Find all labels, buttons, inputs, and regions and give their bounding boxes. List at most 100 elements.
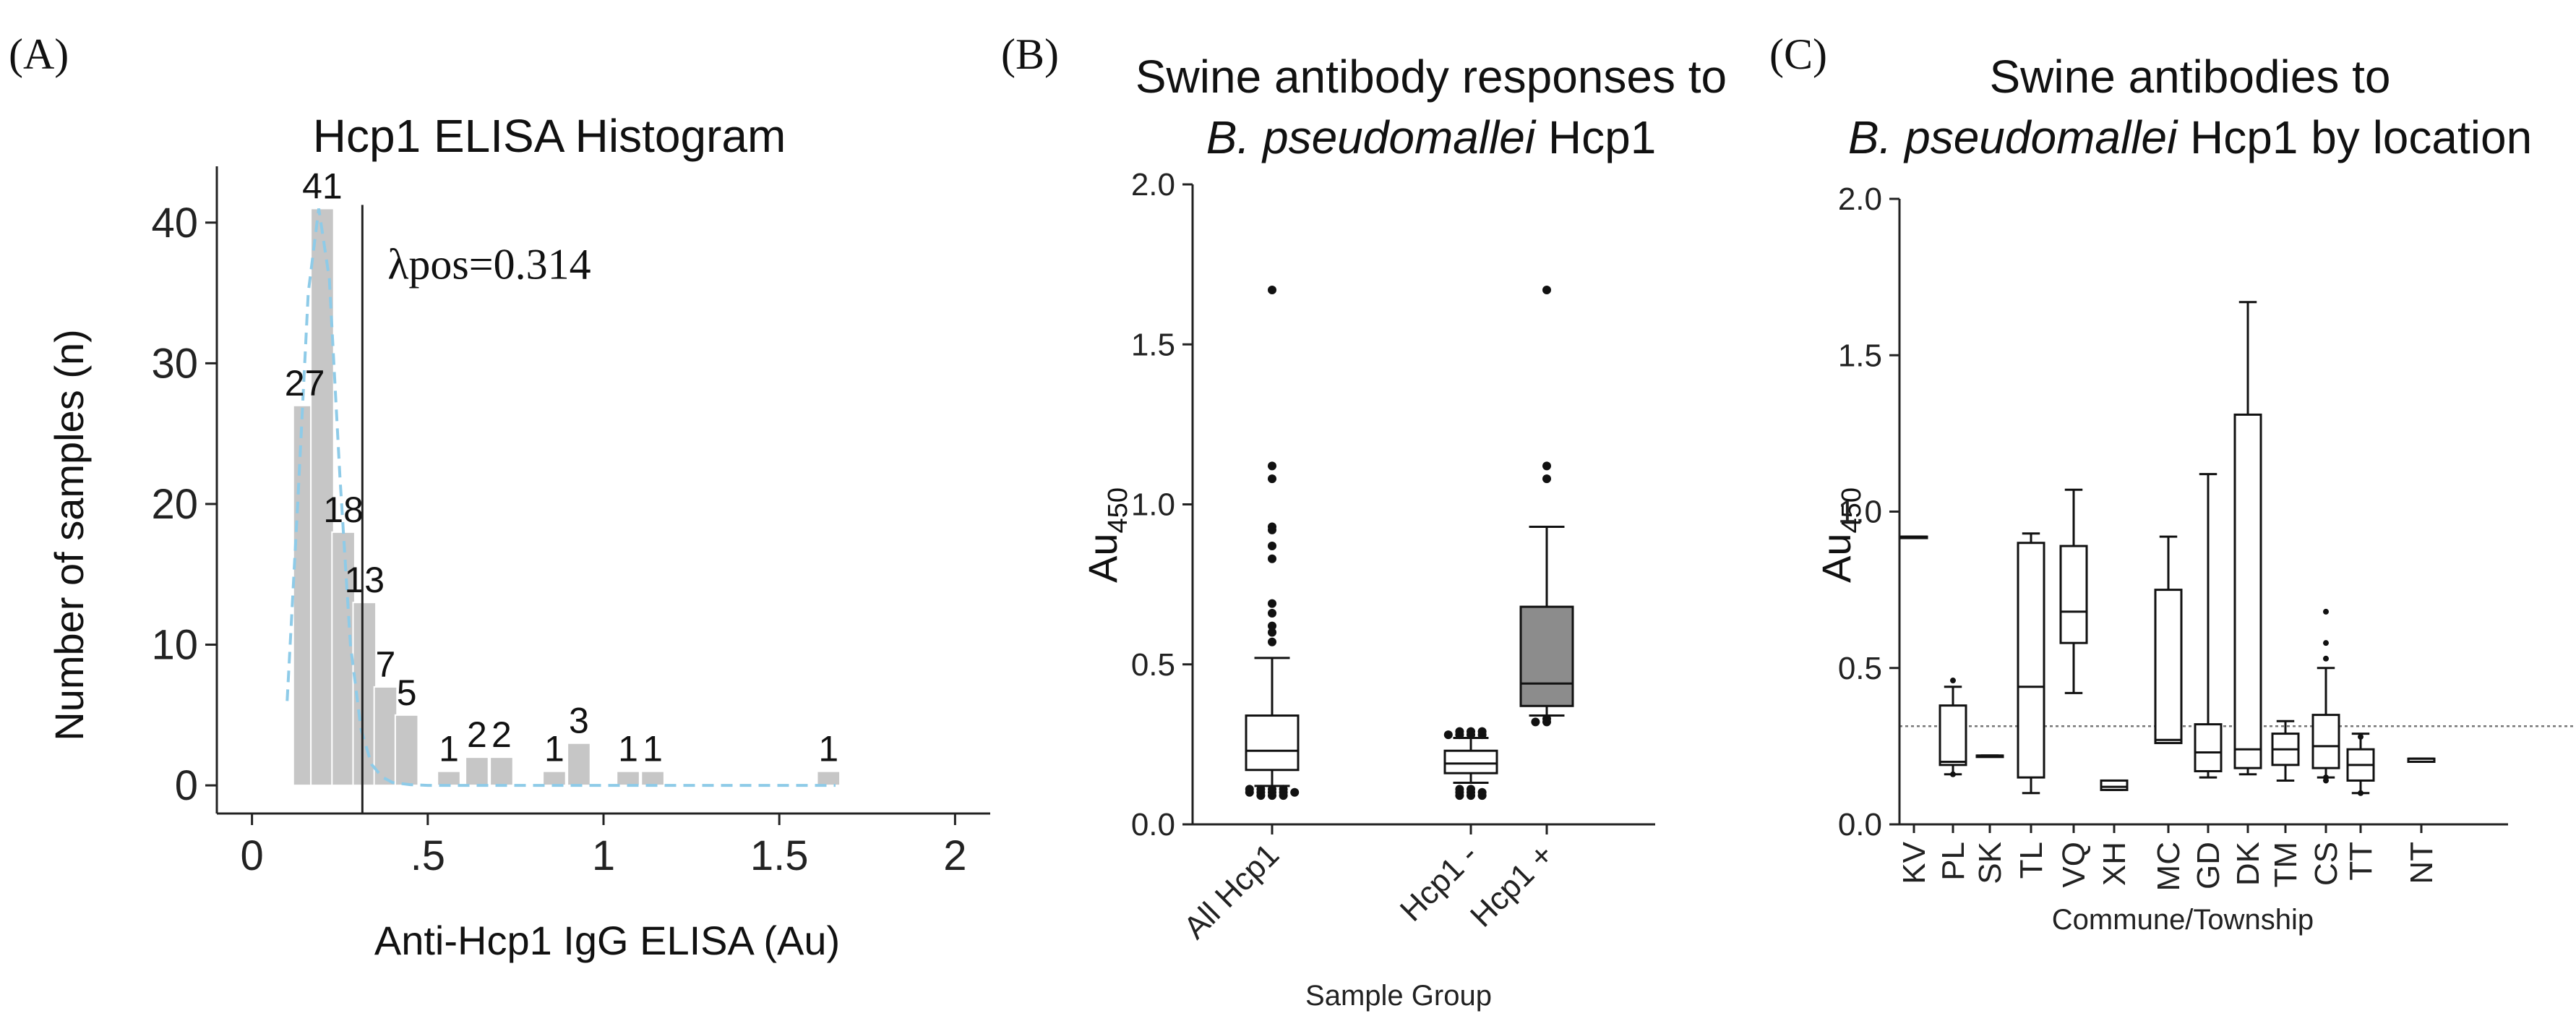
panel-a-bar	[465, 756, 489, 787]
panel-c-box-group	[2233, 301, 2262, 776]
panel-b-boxes	[1245, 286, 1574, 800]
panel-a-bar-label: 3	[569, 701, 589, 741]
panel-b-outlier-point	[1455, 785, 1464, 794]
panel-a-bars	[292, 208, 841, 787]
panel-b-y-tick-label: 0.5	[1131, 647, 1175, 683]
panel-c-boxes	[1899, 301, 2436, 796]
panel-c-x-tick-label: MC	[2151, 842, 2186, 891]
panel-b-y-tick-label: 2.0	[1131, 167, 1175, 202]
panel-b-outlier-point	[1542, 461, 1551, 471]
panel-c-box-group	[2017, 532, 2045, 795]
panel-c-x-tick-label: NT	[2404, 842, 2439, 884]
panel-c-x-tick-label: PL	[1936, 842, 1971, 881]
panel-b-box-group	[1519, 286, 1574, 727]
panel-c-x-tick-label: SK	[1972, 842, 2008, 884]
panel-c-y-tick-label: 0.5	[1838, 651, 1882, 686]
panel-b-y-label-sub: 450	[1103, 487, 1133, 533]
panel-c-title-italic: B. pseudomallei	[1848, 111, 2178, 163]
panel-c-box-group	[2194, 473, 2223, 779]
panel-a-x-tick-label: 0	[241, 832, 264, 879]
panel-c-box-group	[1975, 754, 2004, 759]
panel-a-y-tick-label: 20	[151, 481, 198, 528]
panel-a-y-tick-label: 30	[151, 340, 198, 387]
panel-b-outlier-point	[1542, 286, 1551, 295]
panel-c-box-group	[2271, 720, 2300, 782]
panel-a-x-tick-label: .5	[411, 832, 445, 879]
panel-b-outlier-point	[1290, 787, 1300, 797]
panel-a-y-tick-label: 0	[175, 762, 198, 809]
panel-a-bar-label: 27	[285, 363, 325, 404]
panel-a-lambda-label: λpos=0.314	[387, 241, 591, 289]
panel-c-title-line2: B. pseudomallei Hcp1 by location	[1848, 111, 2532, 163]
panel-a-density-polyline	[285, 208, 836, 787]
panel-a-bar	[640, 770, 665, 787]
panel-a-bar-label: 13	[344, 560, 385, 600]
panel-c-boxplot: (C) Swine antibodies to B. pseudomallei …	[1769, 30, 2573, 936]
panel-c-box-group	[2100, 779, 2129, 791]
panel-a-bar-label: 2	[491, 714, 512, 755]
panel-a-bar-label: 2	[467, 714, 487, 755]
panel-c-box-group	[1939, 678, 1967, 777]
panel-b-outlier-point	[1455, 727, 1464, 736]
panel-a-y-tick-label: 10	[151, 622, 198, 669]
panel-a-bar	[567, 742, 591, 787]
panel-c-box	[2194, 723, 2223, 772]
panel-c-outlier-point	[2358, 790, 2364, 796]
panel-b-outlier-point	[1279, 791, 1288, 800]
panel-c-y-tick-label: 0.0	[1838, 807, 1882, 842]
panel-a-axes: 0 10 20 30 40 0 .5 1 1.5 2	[151, 166, 990, 879]
panel-b-outlier-point	[1477, 791, 1487, 800]
panel-c-box-group	[2154, 535, 2183, 745]
panel-a-bar-label: 5	[397, 673, 417, 713]
panel-a-title: Hcp1 ELISA Histogram	[313, 110, 786, 162]
panel-b-outlier-point	[1467, 785, 1475, 794]
panel-a-bar-label: 1	[643, 729, 663, 769]
panel-c-box-group	[2407, 757, 2436, 764]
panel-b-box-group	[1443, 727, 1498, 800]
panel-c-y-tick-label: 1.0	[1838, 495, 1882, 530]
panel-a-letter: (A)	[9, 30, 69, 78]
panel-c-outlier-point	[2323, 608, 2329, 615]
panel-c-box	[2154, 589, 2183, 745]
panel-c-axes: 0.0 0.5 1.0 1.5 2.0 KV PL SK TL VQ XH MC GD DK TM CS TT N…	[1838, 182, 2508, 891]
panel-b-y-label-main: Au	[1080, 533, 1125, 583]
panel-b-outlier-point	[1268, 785, 1276, 794]
panel-b-outlier-point	[1268, 522, 1276, 531]
panel-a-bar	[616, 770, 640, 787]
panel-b-outlier-point	[1268, 461, 1276, 471]
panel-b-y-axis-label: Au450	[1080, 487, 1133, 583]
panel-b-outlier-point	[1268, 628, 1276, 637]
panel-c-box-group	[2059, 488, 2088, 694]
panel-c-y-tick-label: 2.0	[1838, 182, 1882, 217]
panel-a-bar	[310, 208, 335, 787]
panel-b-outlier-point	[1443, 730, 1453, 740]
panel-b-x-axis-label: Sample Group	[1305, 980, 1492, 1012]
panel-a-x-tick-label: 2	[943, 832, 966, 879]
panel-a-bar-label: 18	[323, 490, 364, 530]
panel-c-x-axis-label: Commune/Township	[2052, 904, 2314, 936]
panel-a-y-tick-label: 40	[151, 200, 198, 247]
panel-b-outlier-point	[1542, 714, 1551, 723]
panel-c-box	[2017, 542, 2045, 779]
panel-b-outlier-point	[1268, 554, 1276, 563]
panel-c-box-group	[1899, 535, 1928, 539]
panel-c-x-tick-label: XH	[2097, 842, 2132, 886]
panel-a-bar	[542, 770, 567, 787]
panel-a-bar-label: 1	[818, 729, 838, 769]
panel-a-bar	[437, 770, 461, 787]
panel-a-y-axis-label: Number of samples (n)	[46, 329, 92, 741]
panel-b-box	[1519, 605, 1574, 707]
panel-c-box	[2059, 545, 2088, 644]
panel-b-title-line1: Swine antibody responses to	[1135, 51, 1727, 103]
panel-a-x-tick-label: 1	[592, 832, 615, 879]
panel-c-outlier-point	[2323, 640, 2329, 646]
panel-c-x-tick-label: CS	[2309, 842, 2344, 886]
panel-b-y-tick-label: 1.0	[1131, 487, 1175, 523]
panel-a-bar-label: 41	[302, 166, 343, 206]
panel-a-density-curve	[285, 208, 836, 787]
panel-b-x-tick-label: All Hcp1	[1177, 837, 1287, 946]
panel-c-outlier-point	[2323, 774, 2329, 781]
panel-c-y-tick-label: 1.5	[1838, 338, 1882, 373]
panel-c-outlier-point	[2358, 733, 2364, 740]
panel-c-x-tick-label: DK	[2231, 842, 2266, 886]
